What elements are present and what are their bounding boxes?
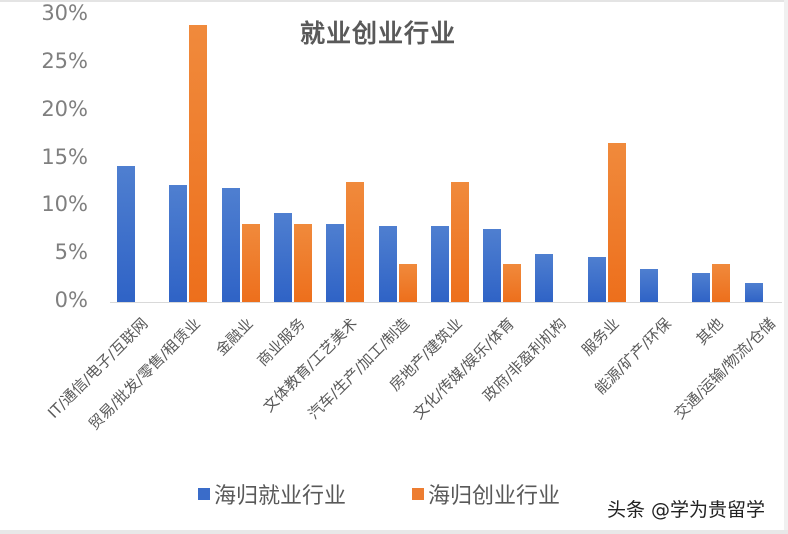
y-tick-label: 0%: [54, 288, 88, 312]
legend-item-employment: 海归就业行业: [198, 478, 346, 510]
bar-startup: [607, 143, 626, 302]
bar-startup: [189, 24, 208, 302]
bar-employment: [378, 226, 397, 302]
bar-employment: [326, 223, 345, 302]
legend-label: 海归就业行业: [214, 484, 347, 509]
bar-startup: [450, 182, 469, 302]
bar-employment: [221, 188, 240, 302]
top-border: [0, 0, 788, 2]
bar-startup: [346, 182, 365, 302]
bar-employment: [535, 254, 554, 302]
y-tick-label: 10%: [41, 192, 88, 217]
x-tick-label: 金融业: [211, 314, 257, 360]
legend-swatch-orange: [412, 488, 424, 500]
chart-title: 就业创业行业: [300, 19, 457, 48]
bar-employment: [117, 166, 135, 302]
bar-startup: [503, 263, 522, 302]
y-tick-label: 5%: [54, 240, 88, 265]
bottom-border: [0, 530, 788, 534]
bar-employment: [430, 226, 449, 302]
bar-employment: [273, 213, 292, 302]
watermark: 头条 @学为贵留学: [607, 499, 766, 521]
right-border: [784, 0, 788, 534]
y-tick-label: 25%: [41, 48, 88, 73]
x-axis-line: [110, 302, 782, 303]
legend-label: 海归创业行业: [428, 484, 561, 509]
x-tick-label: 服务业: [577, 314, 623, 360]
legend-swatch-blue: [198, 488, 210, 500]
bar-employment: [587, 257, 606, 302]
bar-startup: [293, 223, 312, 302]
bar-employment: [692, 273, 711, 302]
y-tick-label: 15%: [41, 144, 88, 169]
legend-item-startup: 海归创业行业: [412, 478, 560, 510]
bar-employment: [640, 269, 658, 302]
bar-startup: [398, 263, 417, 302]
y-tick-label: 30%: [41, 1, 88, 25]
bar-startup: [241, 223, 260, 302]
y-tick-label: 20%: [41, 96, 88, 121]
bar-employment: [169, 185, 188, 302]
x-tick-label: 其他: [693, 314, 728, 349]
bar-startup: [712, 263, 731, 302]
bar-employment: [744, 282, 763, 302]
bar-employment: [483, 229, 502, 302]
